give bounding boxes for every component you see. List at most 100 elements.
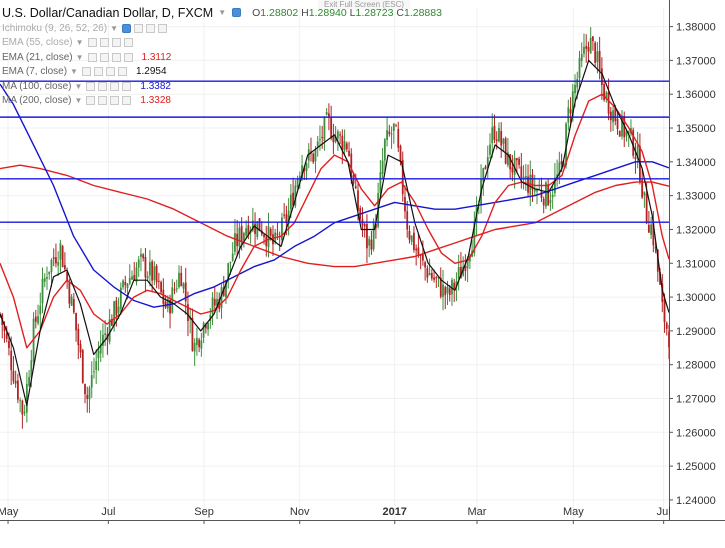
- candle-body: [350, 153, 353, 178]
- chevron-down-icon[interactable]: ▼: [74, 81, 83, 91]
- candle-body: [659, 272, 661, 285]
- candle-body: [612, 110, 614, 123]
- candle-body: [614, 107, 617, 122]
- indicator-row[interactable]: MA (200, close) ▼ 1.3328: [2, 94, 442, 109]
- indicator-list: Ichimoku (9, 26, 52, 26) ▼ EMA (55, close)…: [2, 21, 442, 108]
- candle-body: [227, 263, 230, 282]
- chevron-down-icon[interactable]: ▼: [70, 67, 78, 77]
- chevron-down-icon[interactable]: ▼: [75, 52, 84, 62]
- visibility-icon[interactable]: [87, 52, 97, 62]
- candle-body: [263, 234, 265, 238]
- ma200-line: [0, 164, 670, 268]
- candle-body: [636, 145, 639, 158]
- exit-fullscreen-button[interactable]: Exit Full Screen (ESC): [318, 0, 411, 9]
- candle-body: [585, 46, 588, 49]
- price-axis: 1.24000 1.25000 1.26000 1.27000 1.28000 1.290…: [669, 0, 725, 543]
- chevron-down-icon[interactable]: ▼: [110, 23, 118, 33]
- visibility-icon[interactable]: [86, 81, 96, 91]
- candle-body: [296, 179, 299, 188]
- visibility-icon[interactable]: [121, 23, 131, 33]
- settings-icon[interactable]: [98, 96, 108, 106]
- more-icon[interactable]: [117, 67, 127, 77]
- indicator-row[interactable]: MA (100, close) ▼ 1.3382: [2, 79, 442, 94]
- y-tick-label: 1.36000: [676, 89, 716, 101]
- visibility-icon[interactable]: [81, 67, 91, 77]
- chevron-down-icon[interactable]: ▼: [75, 38, 84, 48]
- visibility-icon[interactable]: [86, 96, 96, 106]
- y-tick-label: 1.24000: [676, 495, 716, 507]
- settings-icon[interactable]: [93, 67, 103, 77]
- settings-icon[interactable]: [133, 23, 143, 33]
- candle-body: [641, 179, 644, 198]
- candle-body: [220, 287, 223, 308]
- candle-body: [316, 141, 319, 147]
- close-icon[interactable]: [110, 81, 120, 91]
- indicator-row[interactable]: EMA (7, close) ▼ 1.2954: [2, 65, 442, 80]
- symbol-title[interactable]: U.S. Dollar/Canadian Dollar, D, FXCM: [2, 5, 214, 20]
- y-tick-label: 1.32000: [676, 224, 716, 236]
- candle-body: [484, 166, 487, 170]
- indicator-row[interactable]: EMA (55, close) ▼: [2, 36, 442, 51]
- candle-body: [562, 163, 565, 167]
- candle-body: [489, 144, 491, 155]
- candle-body: [482, 168, 485, 182]
- more-icon[interactable]: [123, 38, 133, 48]
- candle-body: [149, 262, 151, 276]
- candle-body: [124, 281, 127, 286]
- candle-body: [59, 243, 62, 260]
- candle-body: [598, 50, 601, 72]
- candle-body: [589, 37, 592, 54]
- candle-body: [151, 261, 154, 281]
- chevron-down-icon[interactable]: ▼: [218, 8, 227, 17]
- more-icon[interactable]: [122, 81, 132, 91]
- candle-body: [155, 265, 158, 283]
- candle-body: [366, 223, 368, 249]
- visibility-icon[interactable]: [232, 8, 242, 17]
- close-icon[interactable]: [145, 23, 155, 33]
- candle-body: [126, 283, 129, 289]
- candle-body: [466, 259, 469, 269]
- candle-body: [363, 224, 366, 227]
- close-icon[interactable]: [110, 96, 120, 106]
- candle-body: [442, 284, 444, 297]
- candle-body: [276, 233, 279, 235]
- close-icon[interactable]: [111, 38, 121, 48]
- candle-body: [222, 287, 225, 296]
- candle-body: [545, 182, 547, 207]
- candle-body: [173, 289, 176, 291]
- candle-body: [549, 199, 552, 203]
- visibility-icon[interactable]: [87, 38, 97, 48]
- candle-body: [558, 162, 561, 176]
- candle-body: [518, 158, 520, 165]
- candle-body: [417, 247, 420, 257]
- candle-body: [162, 289, 165, 304]
- indicator-row[interactable]: EMA (21, close) ▼ 1.3112: [2, 50, 442, 65]
- settings-icon[interactable]: [98, 81, 108, 91]
- candle-body: [34, 316, 37, 322]
- more-icon[interactable]: [122, 96, 132, 106]
- chevron-down-icon[interactable]: ▼: [74, 96, 83, 106]
- settings-icon[interactable]: [99, 38, 109, 48]
- candle-body: [332, 136, 335, 143]
- candle-body: [198, 339, 201, 348]
- candle-body: [632, 129, 635, 156]
- candle-body: [524, 175, 527, 180]
- candle-body: [312, 153, 315, 163]
- candle-body: [169, 299, 171, 314]
- indicator-row[interactable]: Ichimoku (9, 26, 52, 26) ▼: [2, 21, 442, 36]
- candle-body: [258, 218, 261, 231]
- candle-body: [592, 36, 594, 42]
- candle-body: [21, 400, 24, 415]
- more-icon[interactable]: [157, 23, 167, 33]
- candle-body: [110, 319, 113, 326]
- more-icon[interactable]: [123, 52, 133, 62]
- settings-icon[interactable]: [99, 52, 109, 62]
- candle-body: [12, 370, 15, 382]
- close-icon[interactable]: [111, 52, 121, 62]
- candle-body: [301, 165, 303, 179]
- candle-body: [90, 375, 93, 388]
- candle-body: [314, 148, 317, 162]
- close-icon[interactable]: [105, 67, 115, 77]
